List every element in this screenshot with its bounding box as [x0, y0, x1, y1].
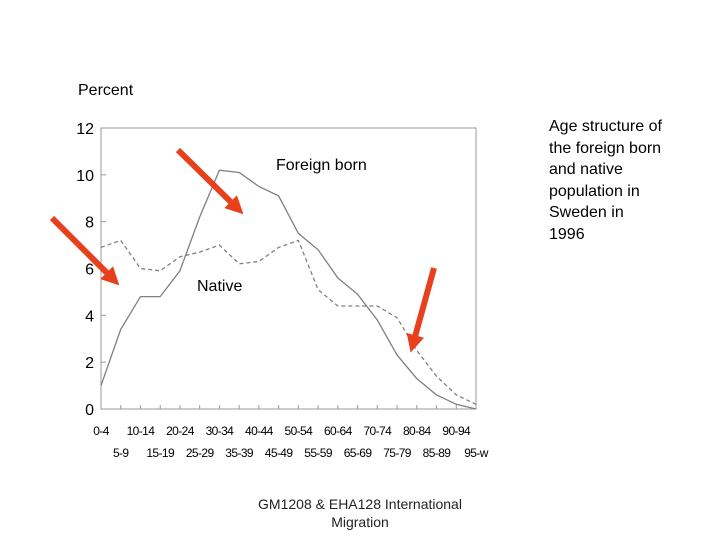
x-tick-label: 5-9: [113, 446, 129, 460]
x-tick-label: 20-24: [166, 424, 195, 438]
x-tick-label: 50-54: [285, 424, 314, 438]
x-tick-label: 70-74: [363, 424, 392, 438]
x-tick-label: 10-14: [127, 424, 156, 438]
native-annotation: Native: [197, 278, 242, 295]
foreign-born-series-line: [100, 169, 477, 410]
y-tick-label: 12: [76, 121, 94, 138]
y-tick-label: 2: [85, 355, 94, 372]
caption-line: and native: [549, 161, 623, 178]
x-tick-label: 75-79: [383, 446, 412, 460]
x-tick-label: 80-84: [403, 424, 432, 438]
caption-line: Age structure of: [549, 118, 662, 135]
native-series-line: [100, 239, 477, 405]
x-tick-label: 15-19: [146, 446, 175, 460]
arrow-elderly: [406, 267, 437, 353]
arrow-native-young: [49, 215, 120, 286]
x-tick-label: 85-89: [423, 446, 452, 460]
x-tick-label: 25-29: [186, 446, 215, 460]
y-tick-label: 6: [85, 262, 94, 279]
y-tick-label: 4: [85, 308, 94, 325]
caption-line: 1996: [549, 225, 585, 243]
foreign-born-annotation: Foreign born: [276, 157, 367, 174]
x-tick-label: 35-39: [225, 446, 254, 460]
x-tick-label: 30-34: [206, 424, 235, 438]
caption-line: the foreign born: [549, 139, 662, 157]
arrow-foreign-born: [175, 147, 244, 215]
x-tick-label: 60-64: [324, 424, 353, 438]
footer-line: Migration: [331, 514, 389, 530]
x-tick-label: 55-59: [304, 446, 333, 460]
y-tick-label: 0: [85, 402, 94, 419]
x-tick-label: 45-49: [265, 446, 294, 460]
footer-line: GM1208 & EHA128 International: [258, 496, 462, 512]
footer: GM1208 & EHA128 International Migration: [240, 495, 480, 531]
x-tick-label: 65-69: [344, 446, 373, 460]
y-tick-label: 10: [76, 168, 94, 185]
y-tick-label: 8: [85, 215, 94, 232]
x-tick-label: 0-4: [93, 424, 109, 438]
side-caption: Age structure of the foreign born and na…: [549, 116, 699, 245]
caption-line: population in: [549, 182, 640, 200]
x-tick-label: 40-44: [245, 424, 274, 438]
x-tick-label: 90-94: [442, 424, 471, 438]
x-tick-label: 95-w: [464, 446, 489, 460]
y-axis-label: Percent: [78, 82, 134, 99]
caption-line: Sweden in: [549, 204, 624, 221]
